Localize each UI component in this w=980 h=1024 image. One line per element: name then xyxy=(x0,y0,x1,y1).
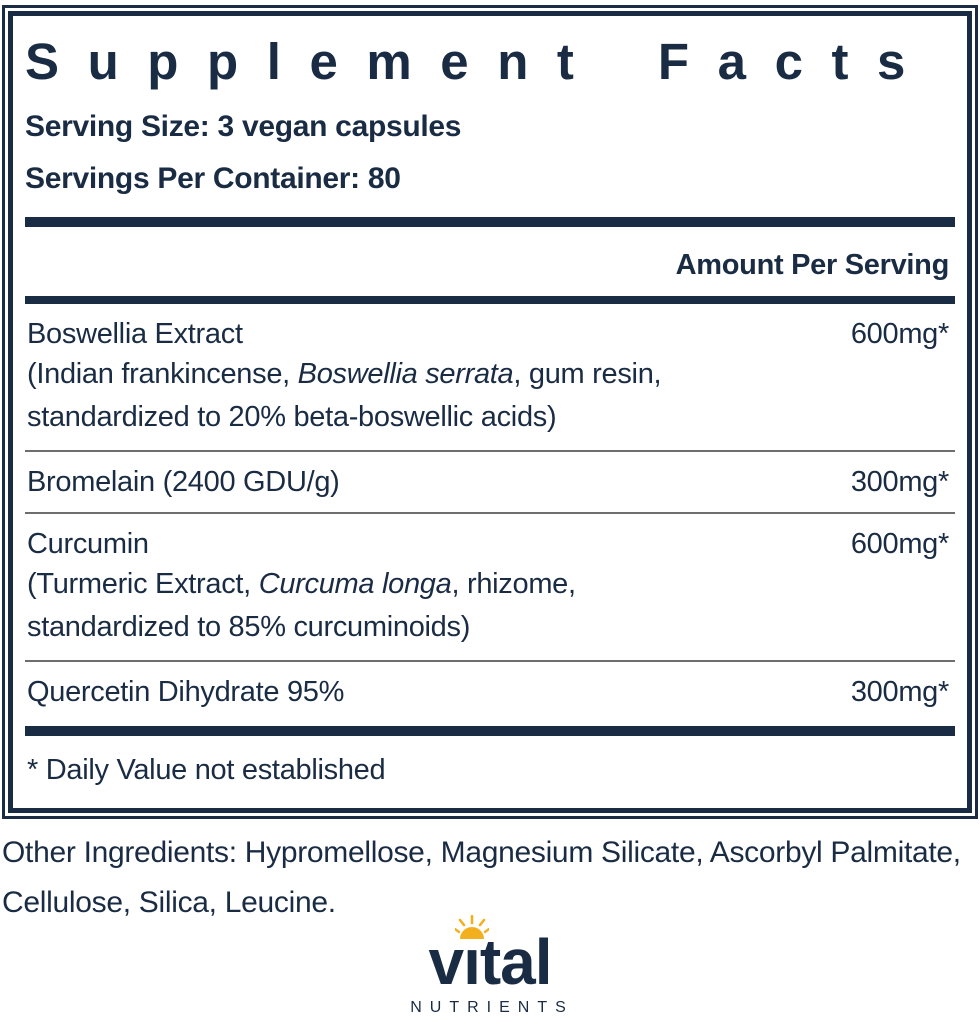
ingredient-row-bromelain: Bromelain (2400 GDU/g) 300mg* xyxy=(25,452,955,512)
ingredient-name-block: Quercetin Dihydrate 95% xyxy=(27,673,851,711)
ingredient-name-block: Curcumin (Turmeric Extract, Curcuma long… xyxy=(27,525,851,649)
ingredient-amount: 300mg* xyxy=(850,676,949,708)
ingredient-description-line: (Indian frankincense, Boswellia serrata,… xyxy=(27,358,662,390)
ingredient-amount: 600mg* xyxy=(850,318,949,350)
ingredient-row-quercetin: Quercetin Dihydrate 95% 300mg* xyxy=(25,662,955,722)
panel-title: Supplement Facts xyxy=(25,33,934,90)
ingredient-amount: 300mg* xyxy=(850,466,949,498)
ingredient-row-boswellia: Boswellia Extract (Indian frankincense, … xyxy=(25,304,955,450)
divider-thin xyxy=(25,660,955,662)
logo-subtitle: NUTRIENTS xyxy=(410,999,574,1016)
ingredient-description-line: (Turmeric Extract, Curcuma longa, rhizom… xyxy=(27,568,576,600)
ingredient-description-line: standardized to 85% curcuminoids) xyxy=(27,611,471,643)
amount-per-serving-header: Amount Per Serving xyxy=(675,249,950,281)
logo-wordmark: vıtal xyxy=(428,926,552,998)
other-ingredients: Other Ingredients: Hypromellose, Magnesi… xyxy=(2,828,980,928)
divider-thin xyxy=(25,450,955,452)
ingredient-row-curcumin: Curcumin (Turmeric Extract, Curcuma long… xyxy=(25,514,955,660)
ingredient-amount: 600mg* xyxy=(850,528,949,560)
serving-size: Serving Size: 3 vegan capsules xyxy=(25,110,462,143)
ingredient-name-block: Boswellia Extract (Indian frankincense, … xyxy=(27,315,851,439)
ingredient-name: Boswellia Extract xyxy=(27,318,243,350)
other-ingredients-line: Cellulose, Silica, Leucine. xyxy=(2,886,336,919)
sun-icon xyxy=(455,915,490,939)
ingredient-name: Bromelain (2400 GDU/g) xyxy=(27,466,340,498)
servings-per-container: Servings Per Container: 80 xyxy=(25,162,401,195)
divider-thick-bottom xyxy=(25,726,955,736)
ingredient-name: Curcumin xyxy=(27,528,149,560)
divider-thick-top xyxy=(25,217,955,227)
ingredient-name: Quercetin Dihydrate 95% xyxy=(27,676,345,708)
divider-medium xyxy=(25,296,955,304)
other-ingredients-line: Other Ingredients: Hypromellose, Magnesi… xyxy=(2,836,961,869)
divider-thin xyxy=(25,512,955,514)
ingredient-description-line: standardized to 20% beta-boswellic acids… xyxy=(27,401,557,433)
supplement-facts-panel: Supplement Facts Serving Size: 3 vegan c… xyxy=(2,5,978,819)
ingredient-name-block: Bromelain (2400 GDU/g) xyxy=(27,463,851,501)
supplement-facts-inner-border: Supplement Facts Serving Size: 3 vegan c… xyxy=(8,11,972,813)
logo-wordmark-wrap: vıtal xyxy=(428,915,553,998)
vital-nutrients-logo: vıtal NUTRIENTS xyxy=(0,915,980,1017)
daily-value-footnote: * Daily Value not established xyxy=(27,754,386,786)
